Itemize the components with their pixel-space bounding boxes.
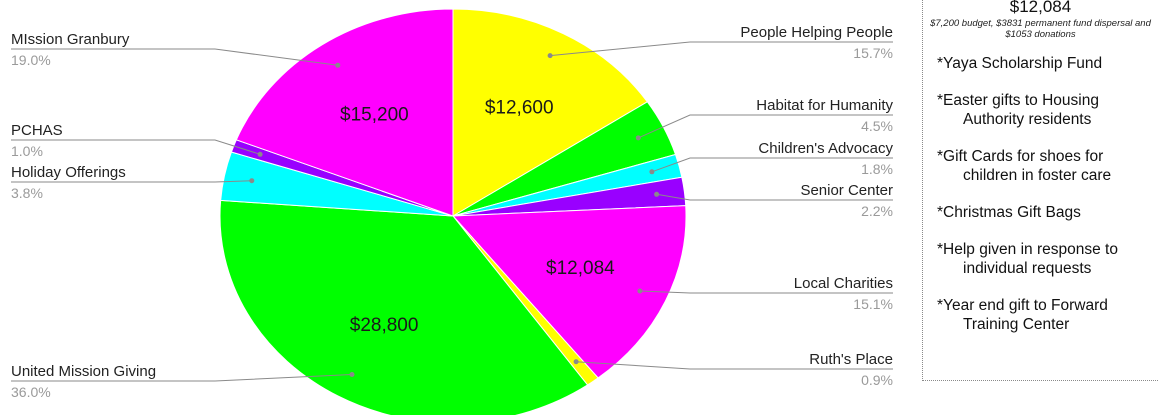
slice-name-label: People Helping People — [740, 24, 893, 41]
slice-percent-label: 1.0% — [11, 143, 43, 159]
slice-name-label: Holiday Offerings — [11, 164, 126, 181]
pie-slice — [219, 199, 589, 415]
note-amount: $12,084 — [1009, 0, 1072, 16]
leader-lines — [11, 41, 893, 382]
slice-value-label: $15,200 — [340, 104, 409, 125]
slice-percent-label: 15.1% — [853, 296, 893, 312]
leader-line — [576, 361, 893, 370]
slice-labels: People Helping People 15.7% Habitat for Hu… — [11, 24, 893, 400]
pie-slice — [451, 205, 687, 379]
slice-percent-label: 15.7% — [853, 45, 893, 61]
slice-value-labels: $12,600 $12,084 $28,800 $15,200 — [340, 98, 615, 337]
note-item: *Year end gift to Forward Training Cente… — [937, 297, 1108, 333]
slice-value-label: $28,800 — [350, 315, 419, 336]
slice-percent-label: 36.0% — [11, 384, 51, 400]
leader-line — [651, 157, 893, 173]
slice-name-label: Habitat for Humanity — [756, 97, 893, 114]
note-item: *Gift Cards for shoes for children in fo… — [937, 148, 1112, 184]
slice-name-label: United Mission Giving — [11, 363, 156, 380]
pie-slices — [219, 8, 687, 415]
pie-slice — [235, 8, 454, 217]
slice-percent-label: 3.8% — [11, 185, 43, 201]
slice-percent-label: 19.0% — [11, 52, 51, 68]
leader-line — [638, 114, 893, 139]
slice-name-label: PCHAS — [11, 122, 63, 139]
local-charities-note: $12,084 $7,200 budget, $3831 permanent f… — [922, 0, 1158, 381]
leader-line — [550, 41, 893, 57]
slice-percent-label: 4.5% — [861, 118, 893, 134]
slice-value-label: $12,084 — [546, 258, 615, 279]
slice-name-label: Local Charities — [794, 275, 893, 292]
pie-chart: $12,600 $12,084 $28,800 $15,200 People Help… — [11, 8, 893, 415]
slice-name-label: MIssion Granbury — [11, 31, 130, 48]
leader-line — [639, 290, 893, 294]
slice-percent-label: 2.2% — [861, 203, 893, 219]
leader-line — [11, 180, 252, 183]
slice-name-label: Senior Center — [800, 182, 893, 199]
note-item: *Christmas Gift Bags — [937, 204, 1081, 221]
note-item: *Easter gifts to Housing Authority resid… — [937, 92, 1099, 128]
slice-value-label: $12,600 — [485, 98, 554, 119]
pie-slice — [452, 8, 649, 217]
note-list: *Yaya Scholarship Fund *Easter gifts to … — [923, 54, 1158, 334]
note-item: *Yaya Scholarship Fund — [937, 55, 1103, 72]
slice-name-label: Children's Advocacy — [758, 140, 893, 157]
note-item: *Help given in response to individual re… — [937, 241, 1118, 277]
leader-line — [656, 193, 893, 201]
slice-percent-label: 0.9% — [861, 372, 893, 388]
slice-name-label: Ruth's Place — [809, 351, 893, 368]
slice-percent-label: 1.8% — [861, 161, 893, 177]
leader-line — [11, 48, 338, 66]
leader-line — [11, 139, 261, 155]
note-detail: $7,200 budget, $3831 permanent fund disp… — [930, 18, 1151, 40]
leader-line — [11, 374, 353, 382]
